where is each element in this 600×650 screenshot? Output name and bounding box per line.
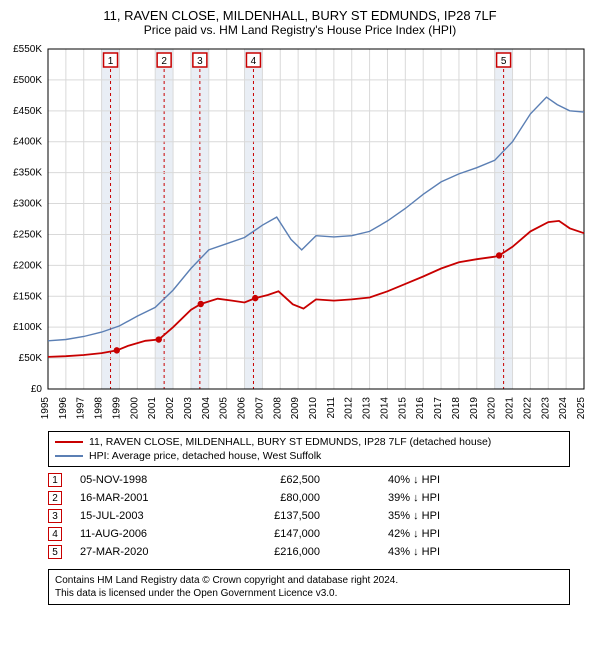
svg-text:2004: 2004 bbox=[201, 397, 212, 420]
svg-text:2009: 2009 bbox=[290, 397, 301, 420]
svg-text:£300K: £300K bbox=[13, 199, 42, 210]
svg-text:£450K: £450K bbox=[13, 106, 42, 117]
event-badge: 5 bbox=[48, 545, 62, 559]
event-diff: 35% ↓ HPI bbox=[320, 510, 440, 522]
legend: 11, RAVEN CLOSE, MILDENHALL, BURY ST EDM… bbox=[48, 431, 570, 467]
event-badge: 2 bbox=[48, 491, 62, 505]
svg-text:2012: 2012 bbox=[344, 397, 355, 420]
svg-text:£200K: £200K bbox=[13, 260, 42, 271]
svg-text:£150K: £150K bbox=[13, 291, 42, 302]
svg-text:2021: 2021 bbox=[505, 397, 516, 420]
svg-text:2018: 2018 bbox=[451, 397, 462, 420]
event-date: 27-MAR-2020 bbox=[80, 546, 210, 558]
event-row: 3 15-JUL-2003£137,50035% ↓ HPI bbox=[48, 509, 570, 523]
event-date: 15-JUL-2003 bbox=[80, 510, 210, 522]
svg-text:2011: 2011 bbox=[326, 397, 337, 419]
event-row: 2 16-MAR-2001£80,00039% ↓ HPI bbox=[48, 491, 570, 505]
event-price: £137,500 bbox=[210, 510, 320, 522]
svg-text:2002: 2002 bbox=[165, 397, 176, 420]
event-diff: 39% ↓ HPI bbox=[320, 492, 440, 504]
svg-text:2014: 2014 bbox=[379, 397, 390, 420]
svg-text:2013: 2013 bbox=[362, 397, 373, 420]
event-table: 1 05-NOV-1998£62,50040% ↓ HPI 2 16-MAR-2001… bbox=[48, 473, 570, 559]
legend-item: 11, RAVEN CLOSE, MILDENHALL, BURY ST EDM… bbox=[55, 436, 563, 448]
svg-text:2019: 2019 bbox=[469, 397, 480, 420]
event-diff: 42% ↓ HPI bbox=[320, 528, 440, 540]
chart-title: 11, RAVEN CLOSE, MILDENHALL, BURY ST EDM… bbox=[0, 0, 600, 23]
price-chart: 1 2 3 4 5 £0 £50K £100K £150K £200K £250K £300K £350… bbox=[0, 43, 600, 423]
event-row: 4 11-AUG-2006£147,00042% ↓ HPI bbox=[48, 527, 570, 541]
svg-text:2007: 2007 bbox=[254, 397, 265, 420]
svg-text:2017: 2017 bbox=[433, 397, 444, 420]
svg-text:2: 2 bbox=[161, 56, 167, 67]
svg-text:2020: 2020 bbox=[487, 397, 498, 420]
legend-swatch bbox=[55, 441, 83, 443]
event-badge: 1 bbox=[48, 473, 62, 487]
event-date: 05-NOV-1998 bbox=[80, 474, 210, 486]
svg-text:2000: 2000 bbox=[129, 397, 140, 420]
svg-text:1997: 1997 bbox=[76, 397, 87, 420]
svg-text:2006: 2006 bbox=[237, 397, 248, 420]
svg-text:2001: 2001 bbox=[147, 397, 158, 420]
svg-text:2024: 2024 bbox=[558, 397, 569, 420]
svg-text:1995: 1995 bbox=[40, 397, 51, 420]
svg-text:£0: £0 bbox=[31, 384, 43, 395]
svg-text:1: 1 bbox=[108, 56, 114, 67]
svg-text:2008: 2008 bbox=[272, 397, 283, 420]
svg-text:4: 4 bbox=[251, 56, 257, 67]
event-row: 1 05-NOV-1998£62,50040% ↓ HPI bbox=[48, 473, 570, 487]
legend-label: HPI: Average price, detached house, West… bbox=[89, 450, 321, 462]
svg-text:2005: 2005 bbox=[219, 397, 230, 420]
svg-text:5: 5 bbox=[501, 56, 507, 67]
legend-swatch bbox=[55, 455, 83, 457]
svg-text:2016: 2016 bbox=[415, 397, 426, 420]
svg-text:£400K: £400K bbox=[13, 137, 42, 148]
event-badge: 3 bbox=[48, 509, 62, 523]
event-price: £62,500 bbox=[210, 474, 320, 486]
svg-text:1996: 1996 bbox=[58, 397, 69, 420]
event-date: 16-MAR-2001 bbox=[80, 492, 210, 504]
svg-text:£100K: £100K bbox=[13, 322, 42, 333]
svg-text:£50K: £50K bbox=[19, 353, 43, 364]
svg-text:£500K: £500K bbox=[13, 75, 42, 86]
svg-text:2023: 2023 bbox=[540, 397, 551, 420]
svg-text:1999: 1999 bbox=[111, 397, 122, 420]
chart-subtitle: Price paid vs. HM Land Registry's House … bbox=[0, 23, 600, 43]
event-badge: 4 bbox=[48, 527, 62, 541]
svg-text:2003: 2003 bbox=[183, 397, 194, 420]
svg-text:£350K: £350K bbox=[13, 168, 42, 179]
event-price: £147,000 bbox=[210, 528, 320, 540]
legend-label: 11, RAVEN CLOSE, MILDENHALL, BURY ST EDM… bbox=[89, 436, 491, 448]
svg-text:2010: 2010 bbox=[308, 397, 319, 420]
license-line-1: Contains HM Land Registry data © Crown c… bbox=[55, 574, 563, 587]
license-line-2: This data is licensed under the Open Gov… bbox=[55, 587, 563, 600]
svg-text:£250K: £250K bbox=[13, 229, 42, 240]
event-diff: 43% ↓ HPI bbox=[320, 546, 440, 558]
license-box: Contains HM Land Registry data © Crown c… bbox=[48, 569, 570, 605]
svg-text:1998: 1998 bbox=[94, 397, 105, 420]
event-diff: 40% ↓ HPI bbox=[320, 474, 440, 486]
svg-text:2022: 2022 bbox=[522, 397, 533, 420]
event-row: 5 27-MAR-2020£216,00043% ↓ HPI bbox=[48, 545, 570, 559]
svg-text:2025: 2025 bbox=[576, 397, 587, 420]
event-price: £80,000 bbox=[210, 492, 320, 504]
svg-text:3: 3 bbox=[197, 56, 203, 67]
event-date: 11-AUG-2006 bbox=[80, 528, 210, 540]
event-price: £216,000 bbox=[210, 546, 320, 558]
svg-text:£550K: £550K bbox=[13, 44, 42, 55]
svg-text:2015: 2015 bbox=[397, 397, 408, 420]
legend-item: HPI: Average price, detached house, West… bbox=[55, 450, 563, 462]
